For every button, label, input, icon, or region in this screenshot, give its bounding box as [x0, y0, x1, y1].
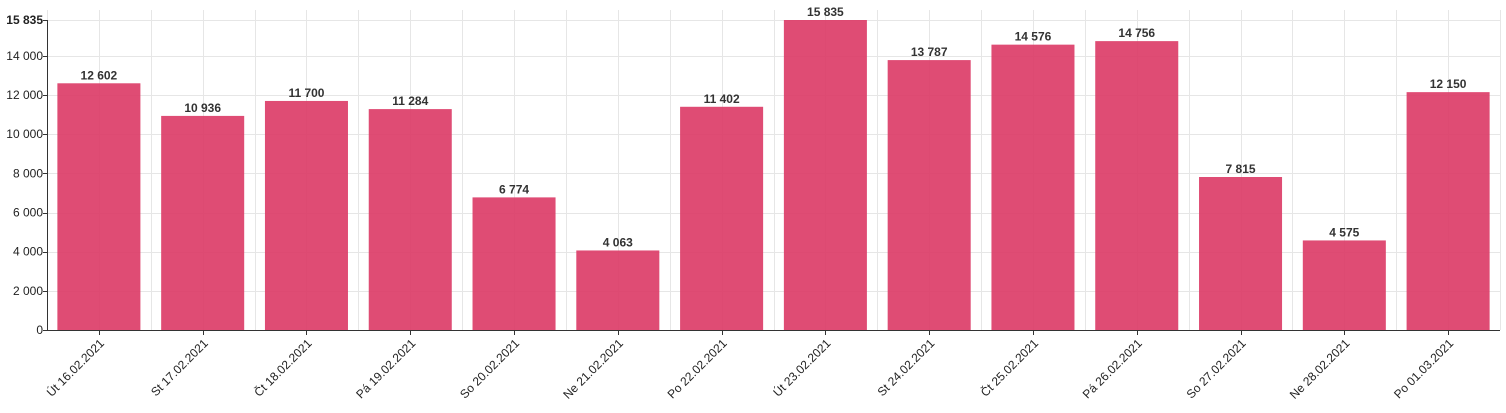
bar: [991, 44, 1075, 330]
y-tick-label: 4 000: [13, 245, 43, 259]
data-label: 12 602: [81, 68, 118, 82]
x-tick-label: Ne 28.02.2021: [1287, 336, 1353, 402]
data-label: 11 284: [392, 94, 428, 108]
bar: [161, 115, 245, 330]
x-tick-label: So 27.02.2021: [1184, 336, 1249, 401]
data-label: 6 774: [499, 182, 529, 196]
x-tick-label: Čt 18.02.2021: [251, 335, 315, 399]
bar: [57, 83, 141, 330]
data-label: 7 815: [1226, 162, 1256, 176]
y-tick-label: 0: [36, 323, 43, 337]
data-label: 15 835: [807, 5, 844, 19]
x-tick-label: St 24.02.2021: [875, 336, 938, 399]
bar: [576, 250, 660, 330]
x-tick-label: Po 01.03.2021: [1391, 336, 1456, 401]
bar: [1095, 41, 1179, 330]
data-label: 14 576: [1015, 30, 1052, 44]
y-tick-label: 15 835: [6, 13, 43, 27]
data-label: 4 063: [603, 235, 633, 249]
bar: [368, 109, 452, 330]
x-tick-label: Ne 21.02.2021: [560, 336, 626, 402]
y-tick-label: 6 000: [13, 206, 43, 220]
y-tick-label: 12 000: [6, 88, 43, 102]
x-tick-label: Čt 25.02.2021: [977, 335, 1041, 399]
x-tick-label: Út 23.02.2021: [770, 335, 834, 399]
bar: [887, 60, 971, 330]
x-tick-label: Pá 19.02.2021: [353, 336, 418, 401]
x-tick-label: Pá 26.02.2021: [1080, 336, 1145, 401]
x-tick-label: Út 16.02.2021: [43, 335, 107, 399]
bar: [264, 100, 348, 330]
bar: [472, 197, 556, 330]
x-axis-ticks: Út 16.02.2021 St 17.02.2021 Čt 18.02.2021 P…: [43, 330, 1456, 402]
data-label: 12 150: [1430, 77, 1467, 91]
bar: [680, 106, 764, 331]
bar: [1302, 240, 1386, 330]
y-axis-ticks: 0 2 000 4 000 6 000 8 000 10 000 12 000 14 000 1…: [6, 13, 47, 337]
y-tick-label: 14 000: [6, 49, 43, 63]
bar: [1406, 92, 1490, 330]
data-labels: 12 602 10 936 11 700 11 284 6 774 4 063 11 402…: [81, 5, 1467, 249]
data-label: 14 756: [1118, 26, 1155, 40]
y-tick-label: 2 000: [13, 284, 43, 298]
bar: [783, 20, 867, 330]
x-tick-label: Po 22.02.2021: [665, 336, 730, 401]
y-tick-label: 8 000: [13, 166, 43, 180]
y-tick-label: 10 000: [6, 127, 43, 141]
data-label: 11 700: [288, 86, 324, 100]
bar: [1199, 177, 1283, 330]
x-tick-label: St 17.02.2021: [148, 336, 211, 399]
bars: [57, 20, 1490, 331]
x-tick-label: So 20.02.2021: [457, 336, 522, 401]
data-label: 11 402: [704, 92, 740, 106]
data-label: 4 575: [1329, 225, 1359, 239]
data-label: 13 787: [911, 45, 948, 59]
data-label: 10 936: [184, 101, 221, 115]
